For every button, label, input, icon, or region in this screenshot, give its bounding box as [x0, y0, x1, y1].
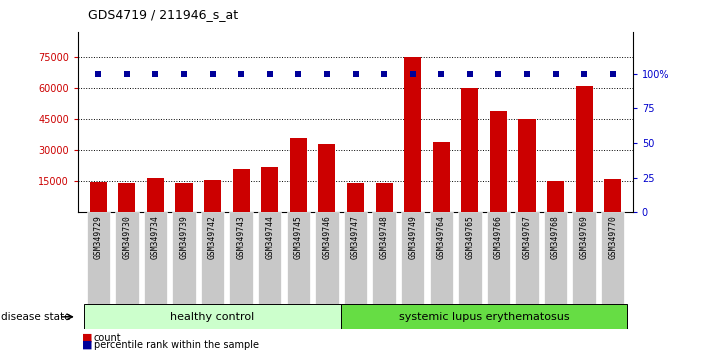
- Text: percentile rank within the sample: percentile rank within the sample: [94, 340, 259, 350]
- Bar: [375, 183, 392, 212]
- Point: [350, 71, 361, 76]
- Point: [293, 71, 304, 76]
- Text: GSM349765: GSM349765: [465, 215, 474, 259]
- Point: [121, 71, 132, 76]
- Point: [407, 71, 418, 76]
- Bar: [572, 212, 596, 304]
- Bar: [176, 183, 193, 212]
- Text: GSM349745: GSM349745: [294, 215, 303, 259]
- Bar: [84, 304, 341, 329]
- Bar: [461, 88, 479, 212]
- Bar: [258, 212, 282, 304]
- Bar: [429, 212, 453, 304]
- Bar: [544, 212, 567, 304]
- Bar: [458, 212, 481, 304]
- Bar: [487, 212, 510, 304]
- Point: [579, 71, 590, 76]
- Bar: [401, 212, 424, 304]
- Bar: [115, 212, 139, 304]
- Text: GSM349769: GSM349769: [579, 215, 589, 259]
- Text: GSM349743: GSM349743: [237, 215, 246, 259]
- Text: count: count: [94, 333, 122, 343]
- Point: [521, 71, 533, 76]
- Bar: [201, 212, 224, 304]
- Text: systemic lupus erythematosus: systemic lupus erythematosus: [399, 312, 570, 322]
- Point: [464, 71, 476, 76]
- Point: [493, 71, 504, 76]
- Bar: [287, 212, 310, 304]
- Text: ■: ■: [82, 333, 92, 343]
- Bar: [341, 304, 627, 329]
- Text: GSM349768: GSM349768: [551, 215, 560, 259]
- Bar: [601, 212, 624, 304]
- Bar: [604, 179, 621, 212]
- Bar: [290, 138, 307, 212]
- Bar: [118, 183, 135, 212]
- Bar: [230, 212, 253, 304]
- Bar: [87, 212, 110, 304]
- Bar: [515, 212, 539, 304]
- Point: [235, 71, 247, 76]
- Text: GSM349764: GSM349764: [437, 215, 446, 259]
- Text: GSM349729: GSM349729: [94, 215, 102, 259]
- Bar: [90, 182, 107, 212]
- Point: [550, 71, 561, 76]
- Bar: [344, 212, 367, 304]
- Text: GSM349734: GSM349734: [151, 215, 160, 259]
- Bar: [172, 212, 196, 304]
- Text: GSM349748: GSM349748: [380, 215, 389, 259]
- Bar: [261, 167, 278, 212]
- Point: [607, 71, 619, 76]
- Text: GSM349767: GSM349767: [523, 215, 532, 259]
- Point: [207, 71, 218, 76]
- Text: GSM349730: GSM349730: [122, 215, 132, 259]
- Bar: [433, 142, 450, 212]
- Bar: [319, 144, 336, 212]
- Bar: [373, 212, 396, 304]
- Text: GSM349742: GSM349742: [208, 215, 217, 259]
- Point: [92, 71, 104, 76]
- Text: GSM349739: GSM349739: [179, 215, 188, 259]
- Point: [150, 71, 161, 76]
- Text: GSM349746: GSM349746: [322, 215, 331, 259]
- Bar: [490, 111, 507, 212]
- Text: GSM349749: GSM349749: [408, 215, 417, 259]
- Text: GSM349747: GSM349747: [351, 215, 360, 259]
- Text: GDS4719 / 211946_s_at: GDS4719 / 211946_s_at: [88, 8, 239, 21]
- Bar: [347, 183, 364, 212]
- Point: [178, 71, 190, 76]
- Bar: [232, 169, 250, 212]
- Bar: [315, 212, 338, 304]
- Point: [436, 71, 447, 76]
- Point: [378, 71, 390, 76]
- Bar: [547, 181, 565, 212]
- Bar: [404, 57, 421, 212]
- Bar: [518, 119, 535, 212]
- Bar: [576, 86, 593, 212]
- Point: [264, 71, 275, 76]
- Text: healthy control: healthy control: [171, 312, 255, 322]
- Bar: [144, 212, 167, 304]
- Text: GSM349766: GSM349766: [494, 215, 503, 259]
- Bar: [204, 180, 221, 212]
- Text: ■: ■: [82, 340, 92, 350]
- Text: GSM349770: GSM349770: [609, 215, 617, 259]
- Text: GSM349744: GSM349744: [265, 215, 274, 259]
- Bar: [146, 178, 164, 212]
- Text: disease state: disease state: [1, 312, 70, 322]
- Point: [321, 71, 333, 76]
